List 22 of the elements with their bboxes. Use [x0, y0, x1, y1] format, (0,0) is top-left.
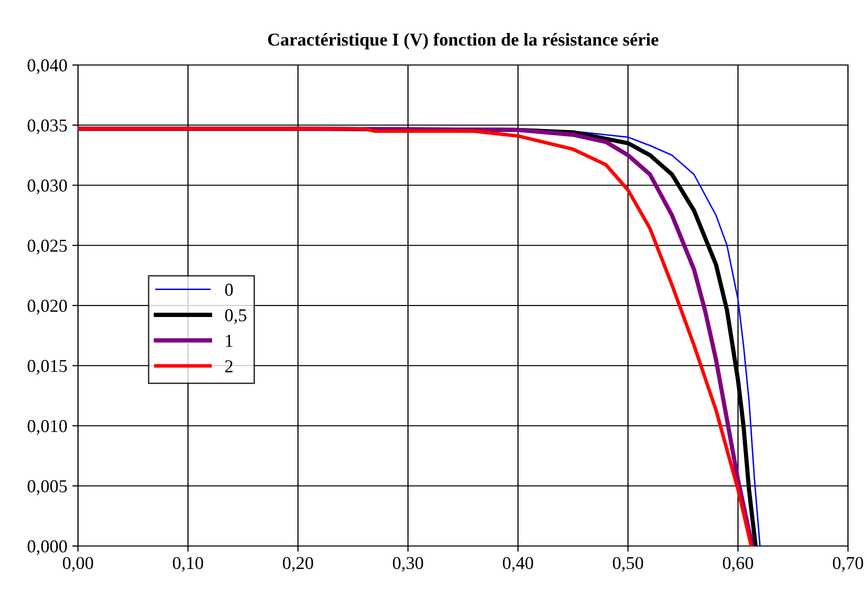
x-tick-label: 0,60 — [722, 556, 754, 572]
y-tick-label: 0,035 — [28, 119, 67, 134]
legend-label: 0 — [225, 284, 233, 296]
x-tick-label: 0,70 — [832, 556, 864, 572]
y-tick-label: 0,005 — [28, 480, 67, 495]
y-tick-label: 0,020 — [28, 300, 67, 315]
y-tick-label: 0,010 — [28, 420, 67, 435]
legend-label: 1 — [226, 334, 232, 347]
y-tick-label: 0,000 — [28, 540, 67, 556]
legend-label: 2 — [225, 360, 232, 372]
y-tick-label: 0,025 — [28, 240, 67, 254]
chart-title: Caractéristique I (V) fonction de la résistance série — [268, 32, 658, 50]
y-tick-label: 0,040 — [28, 59, 67, 74]
x-tick-label: 0,30 — [392, 556, 424, 572]
x-tick-label: 0,40 — [502, 556, 534, 572]
y-tick-label: 0,030 — [28, 180, 67, 194]
x-tick-label: 0,00 — [62, 556, 94, 572]
x-tick-label: 0,20 — [282, 556, 314, 572]
x-tick-label: 0,10 — [172, 556, 204, 572]
legend-label: 0,5 — [225, 309, 246, 324]
x-tick-label: 0,50 — [612, 556, 644, 572]
y-tick-label: 0,015 — [28, 360, 67, 375]
